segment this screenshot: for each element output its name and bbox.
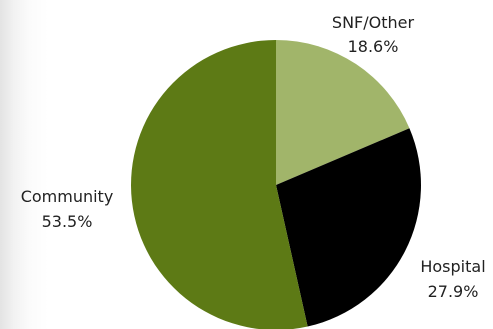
pie-slice-hospital bbox=[276, 128, 421, 327]
slice-percent-community: 53.5% bbox=[42, 212, 93, 231]
slice-percent-snf-other: 18.6% bbox=[348, 37, 399, 56]
pie-labels: SNF/Other 18.6% Hospital 27.9% Community 53.5… bbox=[21, 13, 486, 301]
pie-slice-community bbox=[131, 40, 308, 329]
slice-name-snf-other: SNF/Other bbox=[332, 13, 415, 32]
slice-percent-hospital: 27.9% bbox=[428, 282, 479, 301]
pie-slices bbox=[131, 40, 421, 329]
slice-name-community: Community bbox=[21, 187, 114, 206]
slice-name-hospital: Hospital bbox=[420, 257, 485, 276]
pie-slice-snf-other bbox=[276, 40, 410, 185]
